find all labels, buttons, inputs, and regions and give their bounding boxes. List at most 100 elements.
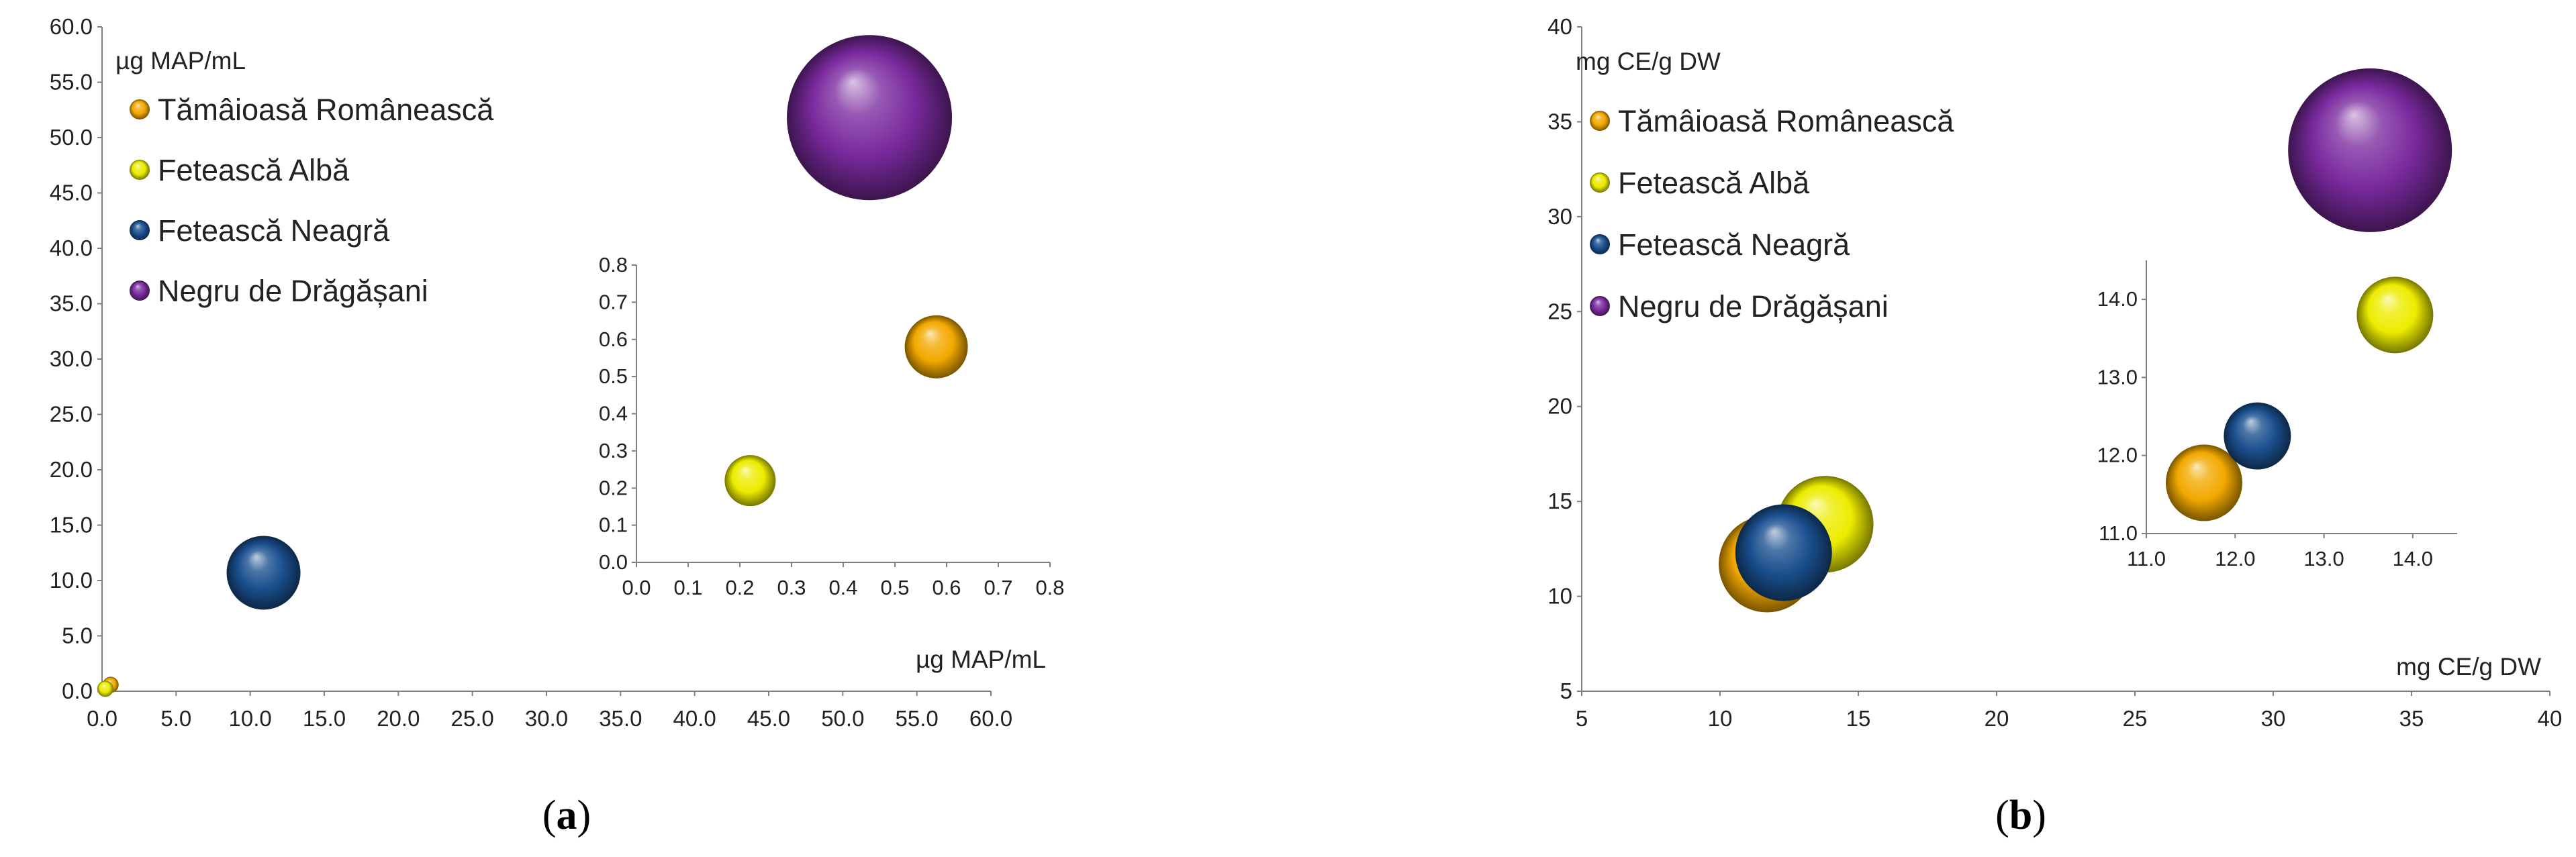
chart-a-y-tick-label: 50.0 [50,125,93,150]
chart-b-legend-label-feteasca-neagra: Fetească Neagră [1618,228,1850,262]
chart-a-y-tick-label: 0.0 [62,678,93,703]
chart-a-inset-y-tick-label: 0.2 [599,476,628,499]
chart-a-legend-marker-feteasca-neagra [130,220,150,240]
chart-a-y-tick-label: 25.0 [50,402,93,427]
chart-b-x-tick-label: 10 [1708,706,1733,731]
chart-a-legend-label-feteasca-alba: Fetească Albă [158,153,350,187]
chart-b-x-tick-label: 35 [2399,706,2424,731]
chart-a-y-tick-label: 10.0 [50,568,93,593]
chart-a-inset-y-tick-label: 0.1 [599,513,628,537]
chart-a-y-tick-label: 55.0 [50,70,93,95]
chart-b-inset: 11.0 12.0 13.0 14.0 11.0 12.0 13.0 14.0 [2097,260,2457,570]
chart-a-inset-x-tick-label: 0.2 [725,576,754,599]
chart-a-legend-marker-tamaioasa-romaneasca [130,99,150,119]
svg-text:(b): (b) [1995,793,2046,838]
chart-b-bubble-feteasca-neagra [1735,504,1832,601]
chart-a-y-tick-label: 35.0 [50,291,93,316]
chart-a-inset-x-tick-label: 0.7 [984,576,1012,599]
chart-a-inset-x-tick-label: 0.1 [673,576,702,599]
chart-b-legend-marker-negru-de-dragasani [1590,296,1610,316]
chart-a-legend-marker-negru-de-dragasani [130,281,150,301]
chart-a-x-tick-label: 50.0 [821,706,864,731]
chart-a-y-axis-label: µg MAP/mL [115,47,246,74]
chart-a-y-tick-label: 20.0 [50,457,93,482]
chart-a-x-axis-label: µg MAP/mL [916,646,1046,673]
chart-b-inset-bubble-feteasca-neagra [2224,402,2291,470]
caption-b-close: ) [2032,793,2046,838]
caption-b-letter: b [2009,793,2032,838]
chart-a-inset-x-tick-label: 0.6 [932,576,961,599]
chart-b-inset-y-tick-label: 14.0 [2097,287,2138,311]
chart-a-x-tick-label: 45.0 [747,706,790,731]
chart-a-y-tick-label: 30.0 [50,346,93,371]
chart-b-legend-label-tamaioasa-romaneasca: Tămâioasă Românească [1618,104,1954,138]
chart-b-x-tick-label: 30 [2261,706,2286,731]
chart-b-y-tick-label: 40 [1547,14,1572,39]
chart-a-inset-bubble-feteasca-alba [724,455,776,507]
caption-b: (b) [1995,793,2046,838]
chart-a-x-tick-label: 40.0 [673,706,716,731]
chart-a-y-tick-label: 45.0 [50,181,93,205]
chart-a-legend-label-tamaioasa-romaneasca: Tămâioasă Românească [158,93,494,127]
chart-a-inset-x-tick-label: 0.0 [622,576,651,599]
chart-b-inset-x-tick-label: 11.0 [2127,547,2166,570]
chart-b-y-tick-label: 20 [1547,394,1572,419]
chart-a-y-tick-label: 40.0 [50,236,93,260]
chart-a-inset-y-tick-label: 0.7 [599,290,628,313]
chart-a-x-tick-label: 60.0 [969,706,1012,731]
chart-b-x-tick-label: 5 [1576,706,1588,731]
chart-b-bubble-negru-de-dragasani [2288,68,2452,232]
chart-a-y-tick-label: 15.0 [50,513,93,538]
chart-b-y-tick-label: 30 [1547,204,1572,229]
chart-a-inset-y-tick-label: 0.5 [599,364,628,388]
chart-a-bubble-feteasca-neagra [226,536,301,610]
caption-a-close: ) [577,793,591,838]
chart-a-x-tick-label: 35.0 [599,706,642,731]
chart-a-legend-label-feteasca-neagra: Fetească Neagră [158,213,390,248]
chart-a-inset-bubble-tamaioasa-romaneasca [904,315,968,379]
chart-b-legend-label-feteasca-alba: Fetească Albă [1618,166,1810,200]
chart-a-x-tick-label: 30.0 [525,706,568,731]
chart-a-inset-y-tick-label: 0.3 [599,439,628,462]
chart-b-x-tick-label: 40 [2538,706,2563,731]
chart-b-x-axis-label: mg CE/g DW [2396,653,2541,680]
chart-b-inset-y-tick-label: 12.0 [2097,444,2138,467]
chart-a-y-tick-label: 60.0 [50,14,93,39]
chart-a-inset-x-tick-label: 0.4 [828,576,857,599]
chart-a-inset-y-tick-label: 0.0 [599,550,628,574]
chart-b-y-tick-label: 15 [1547,489,1572,513]
chart-a-x-tick-label: 5.0 [160,706,191,731]
chart-b-legend-label-negru-de-dragasani: Negru de Drăgășani [1618,289,1889,323]
caption-b-open: ( [1995,793,2009,838]
chart-b-inset-x-tick-label: 12.0 [2215,547,2255,570]
chart-a-x-tick-label: 25.0 [451,706,494,731]
caption-a-open: ( [542,793,557,838]
chart-b-legend: Tămâioasă Românească Fetească Albă Feteasc… [1590,104,1954,323]
chart-b-y-tick-label: 35 [1547,109,1572,134]
chart-b-inset-y-tick-label: 13.0 [2097,365,2138,389]
chart-a-bubble-feteasca-alba [97,680,113,697]
chart-a-inset-x-tick-label: 0.8 [1035,576,1064,599]
caption-a-letter: a [557,793,577,838]
chart-a-y-tick-label: 5.0 [62,623,93,648]
chart-a-x-tick-label: 20.0 [377,706,420,731]
chart-a-inset: 0.0 0.1 0.2 0.3 0.4 0.5 0.6 0.7 0.8 0.0 0.1 0.2 0.3 0… [599,253,1065,599]
chart-b-inset-x-tick-label: 14.0 [2393,547,2433,570]
chart-a-legend-marker-feteasca-alba [130,160,150,180]
chart-b-inset-y-tick-label: 11.0 [2099,521,2138,545]
chart-b-y-tick-label: 10 [1547,584,1572,609]
chart-a-inset-x-tick-label: 0.3 [777,576,806,599]
chart-a-legend-label-negru-de-dragasani: Negru de Drăgășani [158,274,428,308]
chart-a-inset-y-tick-label: 0.4 [599,402,628,425]
chart-b-inset-x-tick-label: 13.0 [2303,547,2344,570]
chart-b-y-tick-label: 5 [1560,678,1572,703]
chart-b-y-tick-label: 25 [1547,299,1572,323]
chart-a-x-tick-label: 0.0 [87,706,117,731]
chart-b-x-tick-label: 25 [2123,706,2148,731]
chart-a-inset-y-tick-label: 0.8 [599,253,628,276]
chart-a-x-tick-label: 55.0 [896,706,939,731]
chart-a-x-tick-label: 10.0 [229,706,272,731]
chart-b-inset-bubble-feteasca-alba [2356,276,2434,354]
